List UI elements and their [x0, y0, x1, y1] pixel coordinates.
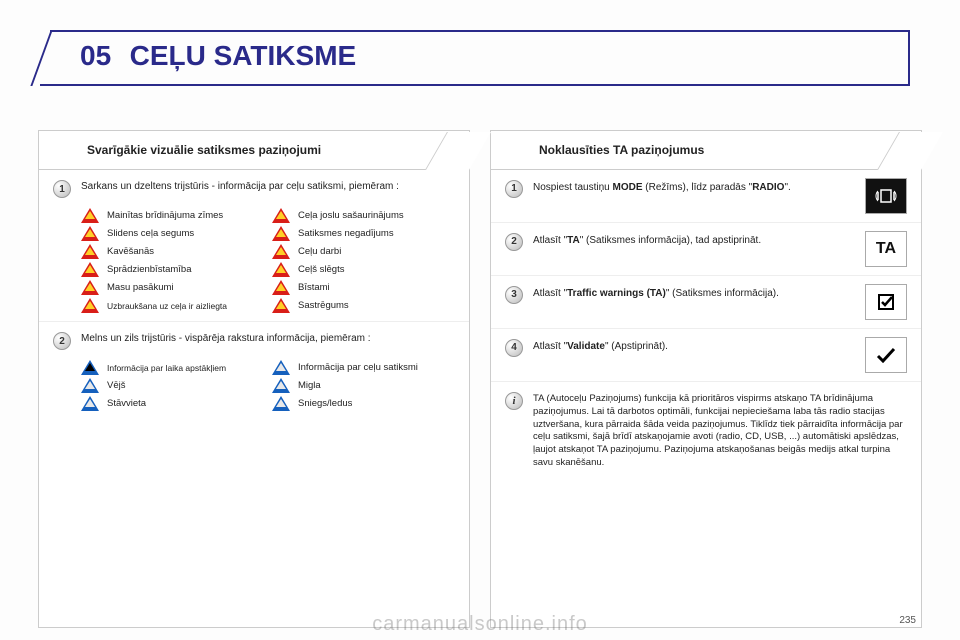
bold-term: Validate	[567, 341, 605, 352]
warning-triangle-icon	[81, 226, 99, 241]
sign-label: Slidens ceļa segums	[107, 228, 194, 239]
bold-term: MODE	[613, 182, 643, 193]
left-column: Svarīgākie vizuālie satiksmes paziņojumi…	[38, 130, 470, 628]
sign-row: Bīstami	[272, 280, 455, 295]
chapter-number: 05	[80, 40, 111, 71]
info-block: i TA (Autoceļu Paziņojums) funkcija kā p…	[491, 382, 921, 627]
chapter-header: 05 CEĻU SATIKSME	[50, 30, 910, 86]
sign-row: Ceļu darbi	[272, 244, 455, 259]
intro-text-1: Sarkans un dzeltens trijstūris - informā…	[81, 178, 399, 192]
warning-triangle-icon	[81, 244, 99, 259]
step-badge: 2	[505, 233, 523, 251]
right-section-title: Noklausīties TA paziņojumus	[491, 131, 921, 170]
sign-row: Masu pasākumi	[81, 280, 264, 295]
sign-row: Informācija par ceļu satiksmi	[272, 360, 455, 375]
step-text: Atlasīt "TA" (Satiksmes informācija), ta…	[533, 231, 855, 248]
bold-term: Traffic warnings (TA)	[567, 288, 666, 299]
left-section-title: Svarīgākie vizuālie satiksmes paziņojumi	[39, 131, 469, 170]
info-signs-grid: Informācija par laika apstākļiem Informā…	[39, 356, 469, 419]
info-triangle-icon	[81, 378, 99, 393]
step-badge: 4	[505, 339, 523, 357]
info-badge-icon: i	[505, 392, 523, 410]
sign-row: Ceļš slēgts	[272, 262, 455, 277]
left-title-text: Svarīgākie vizuālie satiksmes paziņojumi	[87, 143, 321, 157]
info-text: TA (Autoceļu Paziņojums) funkcija kā pri…	[533, 390, 907, 470]
sign-label: Satiksmes negadījums	[298, 228, 394, 239]
sign-row: Ceļa joslu sašaurinājums	[272, 208, 455, 223]
sign-label: Informācija par laika apstākļiem	[107, 363, 226, 373]
step-text: Nospiest taustiņu MODE (Režīms), līdz pa…	[533, 178, 855, 195]
sign-label: Migla	[298, 380, 321, 391]
step-block: 4 Atlasīt "Validate" (Apstiprināt).	[491, 329, 921, 382]
step-block: 1 Nospiest taustiņu MODE (Režīms), līdz …	[491, 170, 921, 223]
sign-row: Vējš	[81, 378, 264, 393]
sign-label: Masu pasākumi	[107, 282, 174, 293]
info-triangle-icon	[272, 378, 290, 393]
title-corner-cut	[877, 132, 943, 170]
sign-label: Kavēšanās	[107, 246, 154, 257]
intro-text-2: Melns un zils trijstūris - vispārēja rak…	[81, 330, 371, 344]
warning-triangle-icon	[272, 226, 290, 241]
info-triangle-icon	[272, 360, 290, 375]
content-columns: Svarīgākie vizuālie satiksmes paziņojumi…	[38, 130, 922, 628]
warning-triangle-icon	[272, 208, 290, 223]
right-column: Noklausīties TA paziņojumus 1 Nospiest t…	[490, 130, 922, 628]
bold-term: RADIO	[752, 182, 784, 193]
warning-triangle-icon	[81, 208, 99, 223]
sign-row: Sniegs/ledus	[272, 396, 455, 411]
title-corner-cut	[425, 132, 491, 170]
sign-row: Uzbraukšana uz ceļa ir aizliegta	[81, 298, 264, 313]
step-badge: 1	[505, 180, 523, 198]
sign-row: Satiksmes negadījums	[272, 226, 455, 241]
sign-label: Ceļa joslu sašaurinājums	[298, 210, 404, 221]
sign-row: Migla	[272, 378, 455, 393]
sign-row: Mainītas brīdinājuma zīmes	[81, 208, 264, 223]
warning-signs-grid: Mainītas brīdinājuma zīmes Ceļa joslu sa…	[39, 204, 469, 321]
step-badge: 3	[505, 286, 523, 304]
sign-row: Sprādzienbīstamība	[81, 262, 264, 277]
warning-triangle-icon	[272, 244, 290, 259]
page-number: 235	[899, 615, 916, 626]
step-block: 2 Atlasīt "TA" (Satiksmes informācija), …	[491, 223, 921, 276]
step-text: Atlasīt "Traffic warnings (TA)" (Satiksm…	[533, 284, 855, 301]
sign-row: Slidens ceļa segums	[81, 226, 264, 241]
sign-row: Informācija par laika apstākļiem	[81, 360, 264, 375]
right-title-text: Noklausīties TA paziņojumus	[539, 143, 704, 157]
step-badge-1: 1	[53, 180, 71, 198]
warning-triangle-icon	[81, 262, 99, 277]
chapter-title: CEĻU SATIKSME	[130, 40, 357, 71]
sign-label: Ceļš slēgts	[298, 264, 344, 275]
sign-label: Mainītas brīdinājuma zīmes	[107, 210, 223, 221]
info-triangle-icon	[81, 396, 99, 411]
ta-icon: TA	[865, 231, 907, 267]
warning-triangle-icon	[81, 280, 99, 295]
intro-row-1: 1 Sarkans un dzeltens trijstūris - infor…	[39, 170, 469, 204]
step-text: Atlasīt "Validate" (Apstiprināt).	[533, 337, 855, 354]
sign-label: Ceļu darbi	[298, 246, 341, 257]
sign-label: Informācija par ceļu satiksmi	[298, 362, 418, 373]
mode-button-icon	[865, 178, 907, 214]
sign-label: Vējš	[107, 380, 125, 391]
bold-term: TA	[567, 235, 580, 246]
info-triangle-icon	[81, 360, 99, 375]
sign-label: Sprādzienbīstamība	[107, 264, 192, 275]
sign-row: Kavēšanās	[81, 244, 264, 259]
warning-triangle-icon	[272, 280, 290, 295]
sign-label: Uzbraukšana uz ceļa ir aizliegta	[107, 301, 227, 311]
warning-triangle-icon	[81, 298, 99, 313]
step-badge-2: 2	[53, 332, 71, 350]
step-block: 3 Atlasīt "Traffic warnings (TA)" (Satik…	[491, 276, 921, 329]
sign-row: Sastrēgums	[272, 298, 455, 313]
checkbox-icon	[865, 284, 907, 320]
warning-triangle-icon	[272, 298, 290, 313]
sign-label: Sastrēgums	[298, 300, 349, 311]
sign-label: Bīstami	[298, 282, 330, 293]
intro-row-2: 2 Melns un zils trijstūris - vispārēja r…	[39, 321, 469, 356]
warning-triangle-icon	[272, 262, 290, 277]
info-triangle-icon	[272, 396, 290, 411]
validate-tick-icon	[865, 337, 907, 373]
sign-row: Stāvvieta	[81, 396, 264, 411]
sign-label: Stāvvieta	[107, 398, 146, 409]
sign-label: Sniegs/ledus	[298, 398, 352, 409]
